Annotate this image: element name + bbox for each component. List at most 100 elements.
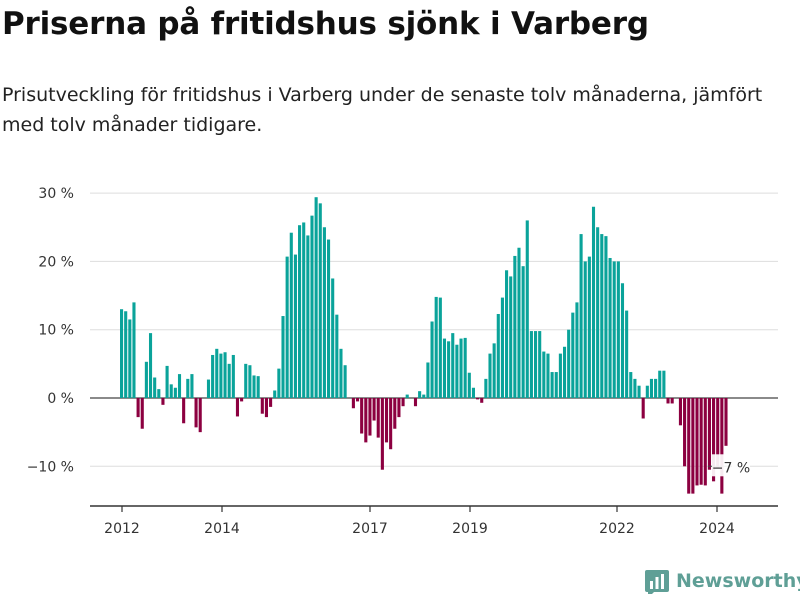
bar: [169, 384, 173, 398]
bar: [384, 398, 389, 443]
bar: [426, 362, 430, 398]
bar: [451, 333, 455, 398]
chart-title: Priserna på fritidshus sjönk i Varberg: [2, 6, 649, 42]
bar: [521, 266, 525, 398]
bar: [248, 365, 252, 398]
bar: [550, 372, 554, 398]
bar: [206, 379, 211, 398]
bar: [620, 283, 625, 398]
bar: [625, 310, 629, 398]
bar: [438, 297, 442, 398]
bar: [380, 398, 384, 470]
bar: [720, 398, 724, 494]
bar: [393, 398, 397, 429]
bar: [703, 398, 707, 486]
bar: [219, 353, 223, 398]
bar: [467, 372, 471, 398]
bar: [418, 391, 422, 398]
bar: [252, 375, 256, 398]
bar: [558, 353, 562, 398]
bar: [678, 398, 682, 426]
bar: [173, 387, 177, 398]
bar: [683, 398, 687, 467]
bar: [157, 389, 161, 398]
annotation-label: −7 %: [712, 460, 750, 476]
bar: [293, 254, 297, 398]
bar: [136, 398, 140, 418]
bar: [629, 372, 633, 398]
bar: [124, 311, 128, 398]
bar: [633, 378, 637, 398]
bar: [666, 398, 670, 404]
bar: [484, 378, 488, 398]
bar: [691, 398, 695, 494]
bar: [260, 398, 264, 414]
bar: [591, 206, 596, 398]
bar: [322, 227, 326, 398]
bar: [662, 370, 666, 398]
bar: [442, 338, 447, 398]
bar: [368, 398, 372, 436]
bar: [148, 333, 153, 398]
bar: [480, 398, 484, 403]
bar: [687, 398, 691, 494]
bar: [712, 398, 716, 482]
bar: [372, 398, 376, 421]
bar: [542, 351, 546, 398]
bar: [517, 247, 521, 398]
bar: [401, 398, 405, 407]
bar: [430, 321, 434, 398]
bar: [422, 394, 426, 398]
bar: [562, 346, 567, 398]
y-tick-label: 10 %: [38, 323, 74, 339]
bar: [289, 232, 293, 398]
bar: [397, 398, 401, 418]
bar: [413, 398, 418, 407]
bar: [707, 398, 711, 470]
bar: [716, 398, 720, 469]
bar: [128, 319, 132, 398]
bar: [579, 234, 583, 398]
y-tick-label: −10 %: [27, 459, 74, 475]
bar: [492, 343, 496, 398]
bar: [459, 338, 463, 398]
gridlines: −10 % 0 % 10 % 20 % 30 %: [27, 186, 778, 475]
bar: [612, 261, 616, 398]
bar: [327, 239, 331, 398]
bar: [699, 398, 703, 485]
bar: [567, 329, 571, 398]
bar: [269, 398, 273, 407]
newsworthy-logo: Newsworthy: [645, 568, 800, 594]
bar: [476, 398, 480, 400]
bar: [161, 398, 165, 405]
bar: [244, 363, 248, 398]
bar: [670, 398, 674, 404]
brand-name: Newsworthy: [676, 570, 800, 592]
y-tick-label: 20 %: [38, 254, 74, 270]
bar: [310, 215, 314, 398]
bar: [505, 270, 509, 398]
bar: [463, 337, 467, 398]
bar: [231, 354, 235, 398]
bar: [227, 363, 231, 398]
bar: [434, 296, 438, 398]
bar: [256, 376, 260, 398]
bar: [198, 398, 202, 433]
bar: [314, 197, 318, 398]
bar: [538, 331, 542, 398]
bar: [302, 222, 306, 398]
y-tick-label: 0 %: [47, 391, 74, 407]
bar: [525, 220, 529, 398]
bar: [546, 353, 550, 398]
bar: [575, 302, 579, 398]
bar: [654, 378, 658, 398]
bar: [194, 398, 198, 428]
bar: [235, 398, 240, 417]
bar: [447, 341, 451, 398]
bar: [144, 361, 148, 398]
y-tick-label: 30 %: [38, 186, 74, 202]
bar: [264, 398, 268, 418]
bar: [364, 398, 368, 443]
annotation: −7 %: [707, 454, 750, 477]
